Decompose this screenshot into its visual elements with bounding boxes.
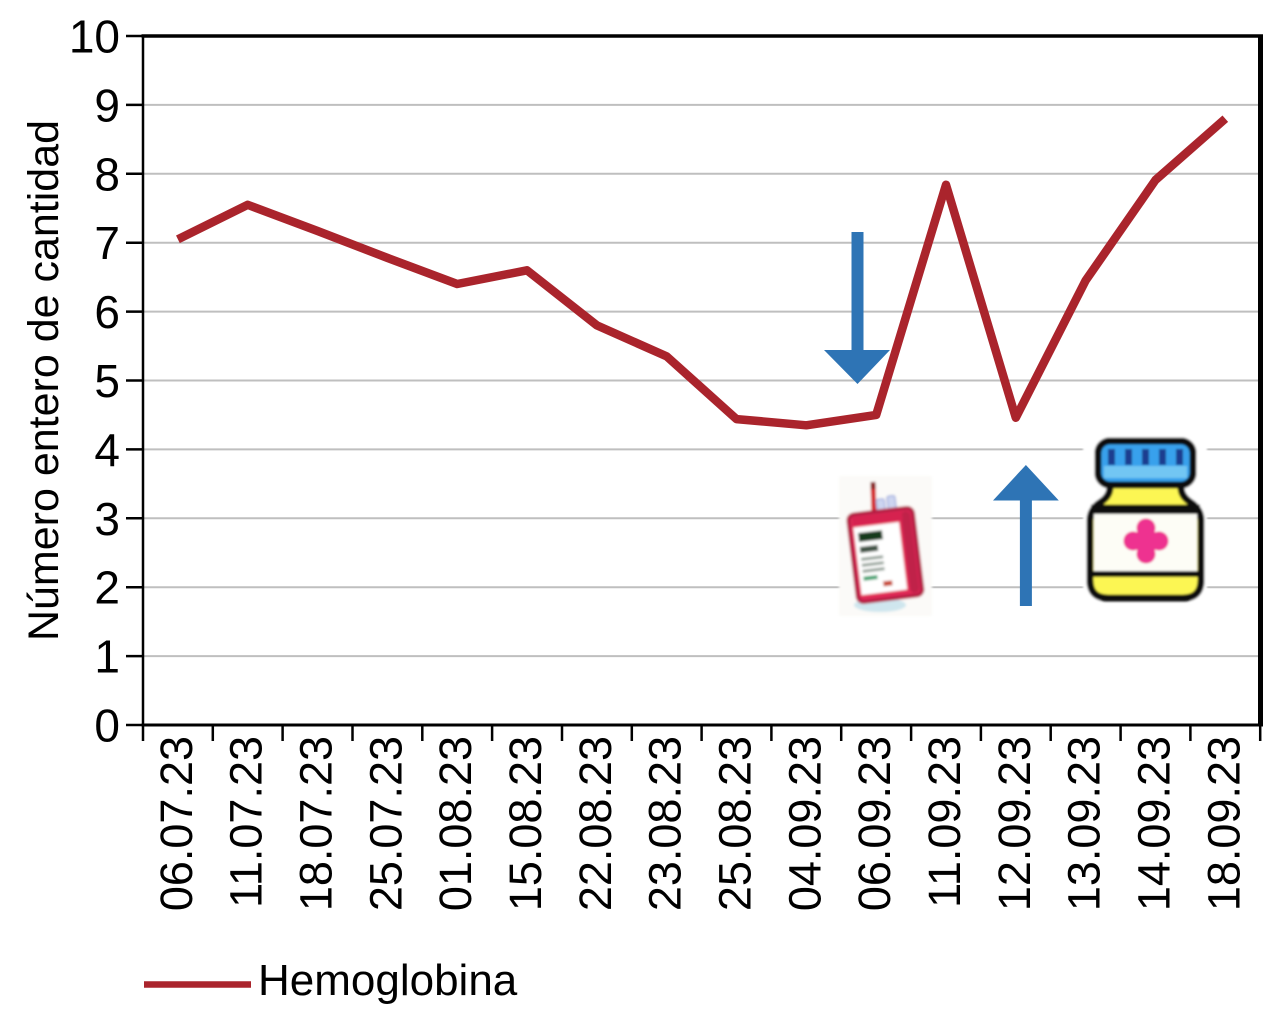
svg-text:06.07.23: 06.07.23 — [151, 736, 202, 911]
svg-text:5: 5 — [94, 355, 120, 407]
svg-text:6: 6 — [94, 286, 120, 338]
svg-text:7: 7 — [94, 217, 120, 269]
svg-text:8: 8 — [94, 148, 120, 200]
svg-text:Hemoglobina: Hemoglobina — [258, 956, 518, 1005]
svg-text:9: 9 — [94, 79, 120, 131]
svg-text:11.07.23: 11.07.23 — [221, 736, 272, 908]
svg-text:4: 4 — [94, 424, 120, 476]
svg-text:25.08.23: 25.08.23 — [710, 736, 761, 911]
svg-text:04.09.23: 04.09.23 — [779, 736, 830, 911]
svg-text:18.07.23: 18.07.23 — [291, 736, 342, 911]
svg-text:25.07.23: 25.07.23 — [360, 736, 411, 911]
svg-text:22.08.23: 22.08.23 — [570, 736, 621, 911]
svg-text:18.09.23: 18.09.23 — [1198, 736, 1249, 911]
svg-text:23.08.23: 23.08.23 — [640, 736, 691, 911]
svg-text:3: 3 — [94, 493, 120, 545]
svg-text:13.09.23: 13.09.23 — [1059, 736, 1110, 911]
svg-text:Número entero de cantidad: Número entero de cantidad — [20, 120, 68, 641]
svg-text:12.09.23: 12.09.23 — [989, 736, 1040, 911]
svg-text:0: 0 — [94, 700, 120, 752]
svg-text:11.09.23: 11.09.23 — [919, 736, 970, 908]
svg-text:06.09.23: 06.09.23 — [849, 736, 900, 911]
svg-text:1: 1 — [94, 631, 120, 683]
svg-text:2: 2 — [94, 562, 120, 614]
svg-text:15.08.23: 15.08.23 — [500, 736, 551, 911]
svg-text:01.08.23: 01.08.23 — [430, 736, 481, 911]
svg-text:14.09.23: 14.09.23 — [1129, 736, 1180, 911]
svg-text:10: 10 — [69, 11, 120, 63]
